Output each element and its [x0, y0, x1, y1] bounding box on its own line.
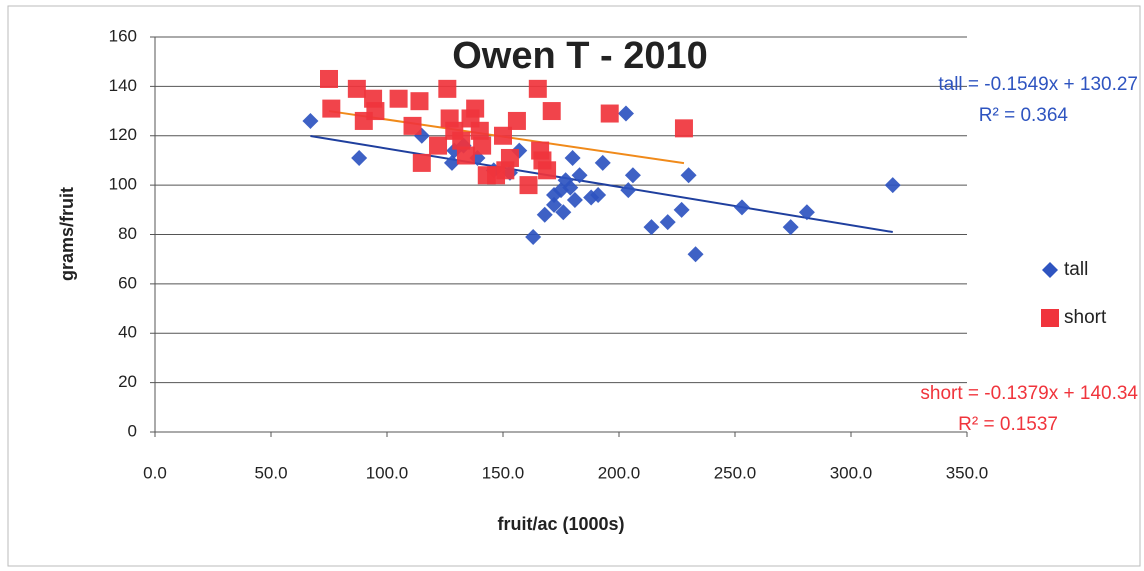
x-tick-label: 50.0	[254, 463, 287, 482]
point	[528, 79, 547, 98]
chart-frame	[7, 5, 1141, 567]
point	[798, 204, 815, 221]
x-tick-label: 300.0	[830, 463, 873, 482]
legend-marker	[1041, 309, 1059, 327]
point	[351, 149, 368, 166]
point	[438, 79, 457, 98]
x-tick-label: 350.0	[946, 463, 989, 482]
point	[546, 196, 563, 213]
legend-marker	[1042, 262, 1058, 278]
point	[594, 154, 611, 171]
point	[410, 92, 429, 111]
point	[500, 148, 519, 167]
point	[452, 131, 471, 150]
point	[429, 136, 448, 155]
point	[525, 228, 542, 245]
point	[680, 167, 697, 184]
trendline	[310, 135, 893, 234]
trend-equation: tall = -0.1549x + 130.27	[938, 74, 1138, 95]
chart-title: Owen T - 2010	[452, 35, 708, 77]
y-tick-label: 60	[118, 273, 137, 292]
point	[302, 112, 319, 129]
point	[320, 69, 338, 88]
x-tick-label: 250.0	[714, 463, 757, 482]
trend-equation: R² = 0.1537	[958, 414, 1058, 435]
point	[412, 153, 431, 172]
point	[617, 105, 634, 122]
y-axis-label: grams/fruit	[57, 187, 77, 281]
point	[884, 177, 901, 194]
point	[733, 199, 750, 216]
point	[443, 154, 460, 171]
point	[538, 161, 557, 180]
point	[507, 111, 526, 130]
point	[473, 136, 492, 155]
y-tick-label: 100	[109, 175, 137, 194]
x-axis-label: fruit/ac (1000s)	[497, 514, 624, 534]
point	[564, 149, 581, 166]
legend-label: short	[1064, 307, 1107, 328]
point	[659, 214, 676, 231]
point	[643, 219, 660, 236]
x-tick-label: 150.0	[482, 463, 525, 482]
point	[590, 187, 607, 203]
point	[566, 191, 583, 208]
x-tick-label: 200.0	[598, 463, 641, 482]
point	[403, 116, 422, 135]
legend-label: tall	[1064, 259, 1088, 280]
y-tick-label: 40	[118, 323, 137, 342]
point	[674, 119, 693, 138]
point	[687, 246, 704, 263]
point	[571, 167, 588, 184]
point	[624, 167, 641, 184]
y-tick-label: 80	[118, 224, 137, 243]
trend-equation: R² = 0.364	[979, 105, 1069, 126]
y-tick-label: 160	[109, 26, 137, 45]
y-tick-label: 0	[128, 421, 137, 440]
y-tick-label: 20	[118, 372, 137, 391]
point	[389, 89, 408, 108]
point	[782, 219, 799, 236]
point	[536, 206, 553, 223]
point	[366, 102, 385, 121]
point	[519, 176, 538, 195]
y-tick-label: 120	[109, 125, 137, 144]
point	[347, 79, 366, 98]
x-tick-label: 0.0	[143, 463, 167, 482]
point	[466, 99, 485, 118]
point	[456, 146, 475, 165]
point	[542, 102, 561, 121]
point	[673, 201, 690, 218]
y-tick-label: 140	[109, 76, 137, 95]
point	[620, 182, 637, 199]
point	[494, 126, 512, 145]
point	[562, 179, 579, 196]
x-tick-label: 100.0	[366, 463, 409, 482]
point	[555, 204, 572, 221]
point	[600, 104, 619, 123]
trend-equation: short = -0.1379x + 140.34	[920, 383, 1138, 404]
point	[322, 99, 341, 118]
point	[470, 121, 489, 140]
